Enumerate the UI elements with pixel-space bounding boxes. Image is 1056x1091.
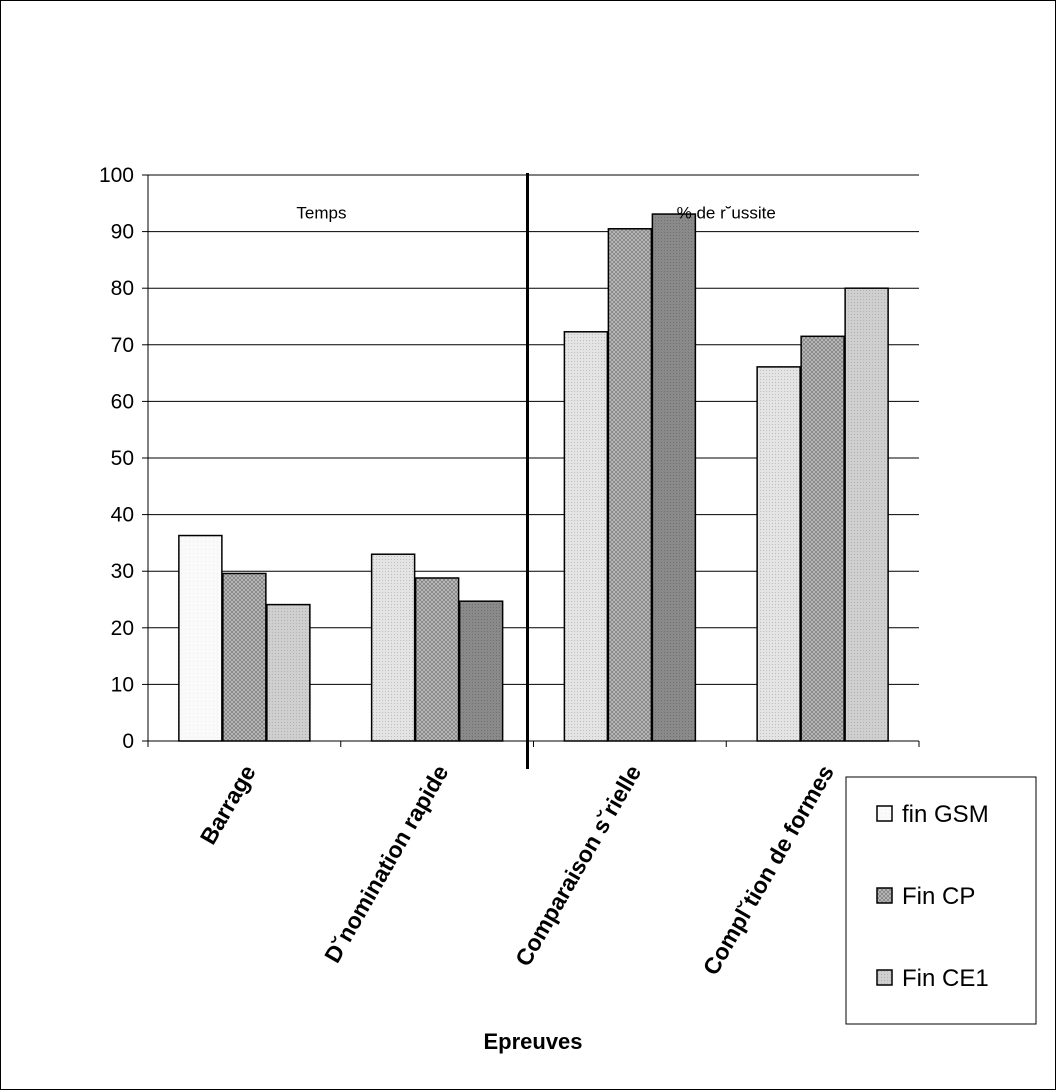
y-tick-label: 40	[111, 504, 134, 527]
y-tick-label: 0	[122, 730, 134, 753]
annotation-0: Temps	[296, 204, 346, 223]
bar-0-1	[222, 572, 267, 742]
y-tick-label: 70	[111, 334, 134, 357]
bar-2-1	[607, 228, 653, 742]
legend-swatch-1	[876, 887, 893, 904]
x-category-label: D˘nomination rapide	[319, 761, 453, 968]
y-tick-label: 60	[111, 390, 134, 413]
legend-label-1: Fin CP	[902, 883, 975, 910]
bar-3-0	[756, 366, 801, 742]
y-tick-label: 10	[111, 673, 134, 696]
bar-3-2	[844, 287, 889, 742]
bar-1-2	[458, 600, 504, 742]
y-tick-label: 30	[111, 560, 134, 583]
bar-2-2	[651, 213, 697, 742]
x-axis-title: Epreuves	[483, 1029, 582, 1054]
legend-label-0: fin GSM	[902, 801, 989, 828]
y-tick-label: 50	[111, 447, 134, 470]
x-category-label: Comparaison s˘rielle	[510, 761, 646, 971]
y-tick-label: 20	[111, 617, 134, 640]
legend-swatch-2	[876, 969, 893, 986]
bar-2-0	[563, 331, 609, 742]
x-category-label: Compl˘tion de formes	[698, 761, 839, 980]
x-category-label: Barrage	[195, 761, 261, 849]
bar-3-1	[800, 335, 845, 742]
legend-swatch-0	[876, 805, 893, 822]
y-tick-label: 90	[111, 221, 134, 244]
bar-0-2	[266, 603, 311, 742]
bar-0-0	[178, 534, 223, 742]
y-tick-label: 100	[99, 164, 134, 187]
y-tick-label: 80	[111, 277, 134, 300]
legend-label-2: Fin CE1	[902, 965, 989, 992]
bar-1-1	[414, 577, 460, 742]
annotation-1: % de r˘ussite	[677, 204, 776, 223]
bar-1-0	[370, 553, 416, 742]
